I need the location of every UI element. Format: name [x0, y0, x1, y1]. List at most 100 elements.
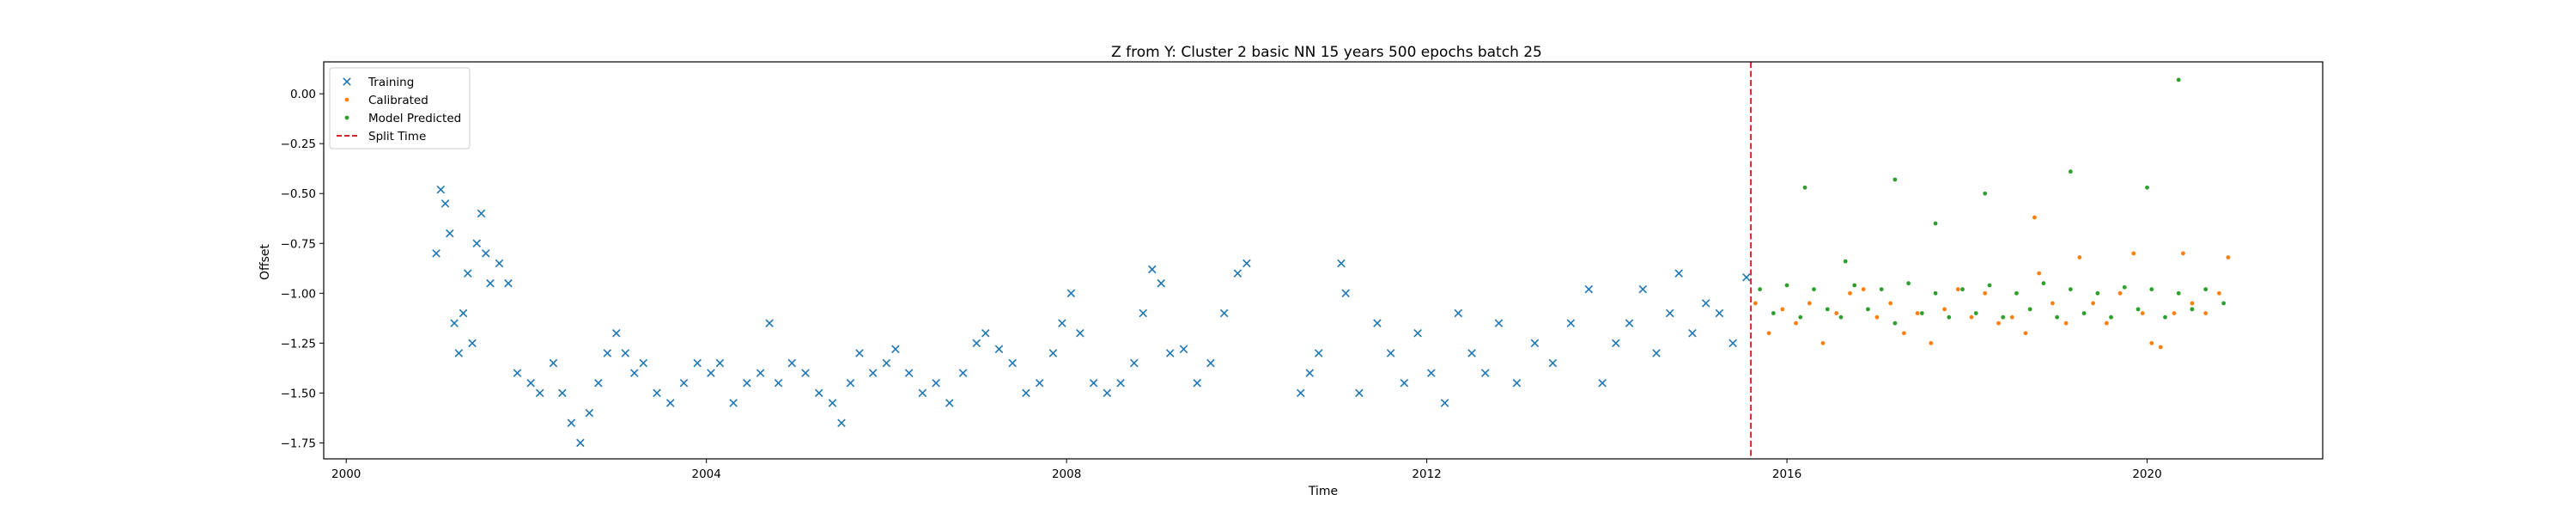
legend-label: Split Time — [368, 130, 426, 143]
calibrated-point — [2117, 290, 2123, 296]
predicted-point — [1825, 307, 1830, 312]
training-point — [1035, 379, 1044, 388]
predicted-point — [2176, 77, 2181, 82]
predicted-point — [2068, 169, 2073, 174]
training-point — [1386, 349, 1395, 357]
training-point — [1715, 308, 1724, 318]
series-model-predicted — [1758, 77, 2227, 326]
training-point — [958, 369, 968, 377]
calibrated-point — [1861, 287, 1866, 292]
predicted-point — [1960, 287, 1965, 292]
calibrated-point — [1888, 301, 1893, 306]
legend-label: Model Predicted — [368, 112, 461, 125]
training-point — [639, 358, 648, 368]
predicted-point — [2122, 284, 2127, 290]
calibrated-point — [1766, 331, 1771, 336]
predicted-point — [2109, 314, 2113, 320]
predicted-point — [1838, 314, 1844, 320]
training-point — [526, 379, 535, 388]
legend-box — [329, 67, 471, 150]
training-point — [1116, 379, 1125, 388]
training-point — [945, 399, 954, 407]
training-point — [765, 319, 774, 327]
y-tick-label: −0.25 — [281, 137, 316, 151]
training-point — [535, 388, 544, 398]
training-point — [1728, 339, 1737, 348]
training-point — [814, 388, 823, 398]
training-point — [1008, 358, 1017, 368]
x-tick-label: 2020 — [2132, 467, 2161, 481]
training-point — [1297, 388, 1305, 398]
training-point — [837, 418, 846, 427]
calibrated-point — [1915, 311, 1920, 315]
training-point — [436, 185, 446, 194]
x-tick-label: 2012 — [1412, 467, 1441, 481]
training-point — [904, 369, 914, 377]
y-tick-label: −1.25 — [281, 337, 316, 351]
training-point — [630, 369, 639, 377]
training-point — [558, 388, 567, 398]
training-point — [1701, 299, 1710, 308]
training-point — [729, 399, 738, 407]
training-point — [477, 209, 486, 218]
training-point — [679, 379, 689, 388]
training-point — [1341, 289, 1350, 298]
training-point — [1314, 349, 1323, 357]
calibrated-point — [1955, 287, 1960, 292]
predicted-point — [1919, 311, 1924, 315]
training-point — [1625, 319, 1634, 327]
training-point — [1103, 388, 1112, 398]
training-point — [468, 339, 477, 348]
training-point — [1530, 339, 1540, 348]
training-point — [464, 269, 472, 278]
training-point — [1598, 379, 1607, 388]
predicted-point — [1852, 283, 1857, 288]
predicted-point — [2163, 314, 2167, 320]
predicted-point — [1879, 287, 1884, 292]
calibrated-point — [2009, 314, 2014, 320]
predicted-point — [2176, 290, 2181, 296]
training-point — [1674, 269, 1683, 278]
predicted-point — [1987, 283, 1992, 288]
training-point — [972, 339, 981, 348]
predicted-point — [2055, 314, 2060, 320]
training-point — [1337, 259, 1346, 268]
calibrated-point — [1834, 311, 1839, 315]
legend-marker-x — [343, 77, 351, 86]
training-point — [787, 358, 797, 368]
calibrated-point — [2140, 311, 2145, 315]
training-point — [1373, 319, 1382, 327]
training-point — [1066, 289, 1076, 298]
training-point — [1652, 349, 1661, 357]
y-tick-label: −1.75 — [281, 437, 316, 450]
calibrated-point — [2131, 251, 2136, 256]
training-point — [495, 259, 504, 268]
calibrated-point — [1753, 301, 1758, 306]
predicted-point — [2041, 281, 2046, 286]
x-axis-ticks: 2000 2004 2008 2012 2016 2020 — [331, 459, 2162, 481]
training-point — [801, 369, 810, 377]
predicted-point — [1933, 221, 1938, 226]
calibrated-point — [1780, 307, 1785, 312]
training-point — [1512, 379, 1522, 388]
training-point — [855, 349, 864, 357]
calibrated-point — [2203, 311, 2208, 315]
predicted-point — [1843, 259, 1848, 264]
training-point — [918, 388, 927, 398]
calibrated-point — [2032, 215, 2037, 220]
predicted-point — [2190, 307, 2195, 312]
x-axis-label: Time — [1308, 485, 1338, 498]
training-point — [454, 349, 464, 357]
predicted-point — [1947, 314, 1952, 320]
series-calibrated — [1753, 215, 2231, 350]
training-point — [621, 349, 630, 357]
training-point — [653, 388, 661, 398]
legend-label: Training — [368, 76, 414, 89]
training-point — [1480, 369, 1490, 377]
calibrated-point — [1901, 331, 1906, 336]
predicted-point — [1798, 314, 1803, 320]
training-point — [693, 358, 702, 368]
predicted-point — [1812, 287, 1816, 292]
training-point — [891, 345, 900, 354]
